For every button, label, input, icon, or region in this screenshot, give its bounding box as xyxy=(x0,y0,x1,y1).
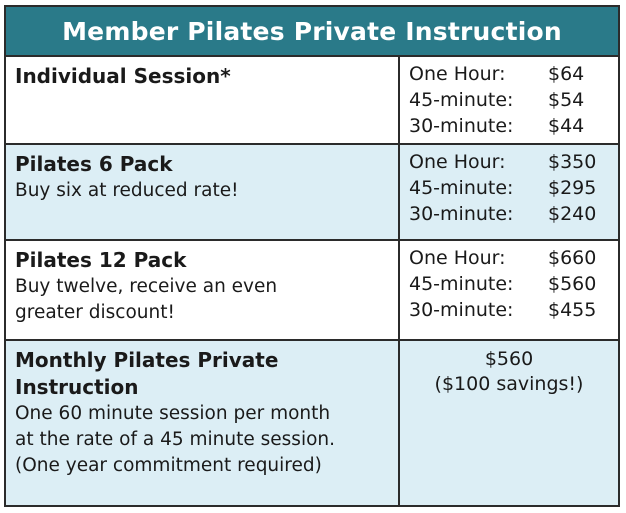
price-label: One Hour: xyxy=(409,63,506,85)
price-value: $64 xyxy=(548,63,585,85)
monthly-price: $560 xyxy=(484,348,534,370)
table-row: Pilates 12 Pack Buy twelve, receive an e… xyxy=(6,241,618,341)
price-line: One Hour: $350 xyxy=(409,149,618,175)
row-name-cell: Pilates 12 Pack Buy twelve, receive an e… xyxy=(6,241,400,339)
row-name-cell: Pilates 6 Pack Buy six at reduced rate! xyxy=(6,145,400,239)
price-value: $54 xyxy=(548,89,585,111)
row-price-cell: One Hour: $64 45-minute: $54 30-minute: … xyxy=(400,57,618,143)
savings-note: ($100 savings!) xyxy=(434,373,584,395)
row-name: Individual Session* xyxy=(15,64,231,88)
price-label: One Hour: xyxy=(409,247,506,269)
price-line: 45-minute: $560 xyxy=(409,271,618,297)
row-description-line: (One year commitment required) xyxy=(15,455,322,476)
price-label: One Hour: xyxy=(409,151,506,173)
table-row: Individual Session* One Hour: $64 45-min… xyxy=(6,57,618,145)
row-price-cell: One Hour: $350 45-minute: $295 30-minute… xyxy=(400,145,618,239)
table-row: Monthly Pilates Private Instruction One … xyxy=(6,341,618,505)
table-title: Member Pilates Private Instruction xyxy=(6,7,618,57)
row-description-line: One 60 minute session per month xyxy=(15,403,331,424)
row-name: Pilates 6 Pack xyxy=(15,152,173,176)
price-line: One Hour: $64 xyxy=(409,61,618,87)
price-line: 30-minute: $240 xyxy=(409,201,618,227)
price-label: 45-minute: xyxy=(409,89,514,111)
price-value: $560 xyxy=(548,273,597,295)
price-value: $295 xyxy=(548,177,597,199)
row-description: Buy six at reduced rate! xyxy=(15,180,239,201)
table-row: Pilates 6 Pack Buy six at reduced rate! … xyxy=(6,145,618,241)
row-name-cell: Individual Session* xyxy=(6,57,400,143)
price-line: 45-minute: $54 xyxy=(409,87,618,113)
price-value: $660 xyxy=(548,247,597,269)
row-name-cell: Monthly Pilates Private Instruction One … xyxy=(6,341,400,505)
row-name-line: Monthly Pilates Private xyxy=(15,348,279,372)
price-label: 30-minute: xyxy=(409,299,514,321)
price-value: $455 xyxy=(548,299,597,321)
price-line: 30-minute: $455 xyxy=(409,297,618,323)
price-label: 30-minute: xyxy=(409,203,514,225)
row-price-cell: $560 ($100 savings!) xyxy=(400,341,618,505)
price-line: One Hour: $660 xyxy=(409,245,618,271)
price-line: 45-minute: $295 xyxy=(409,175,618,201)
row-price-cell: One Hour: $660 45-minute: $560 30-minute… xyxy=(400,241,618,339)
price-value: $350 xyxy=(548,151,597,173)
price-label: 30-minute: xyxy=(409,115,514,137)
row-description-line: greater discount! xyxy=(15,302,175,323)
price-value: $44 xyxy=(548,115,585,137)
row-description-line: Buy twelve, receive an even xyxy=(15,276,278,297)
price-label: 45-minute: xyxy=(409,273,514,295)
row-name: Pilates 12 Pack xyxy=(15,248,187,272)
price-label: 45-minute: xyxy=(409,177,514,199)
pricing-table: Member Pilates Private Instruction Indiv… xyxy=(4,5,620,507)
row-name-line: Instruction xyxy=(15,375,139,399)
price-line: 30-minute: $44 xyxy=(409,113,618,139)
price-value: $240 xyxy=(548,203,597,225)
row-description-line: at the rate of a 45 minute session. xyxy=(15,429,336,450)
